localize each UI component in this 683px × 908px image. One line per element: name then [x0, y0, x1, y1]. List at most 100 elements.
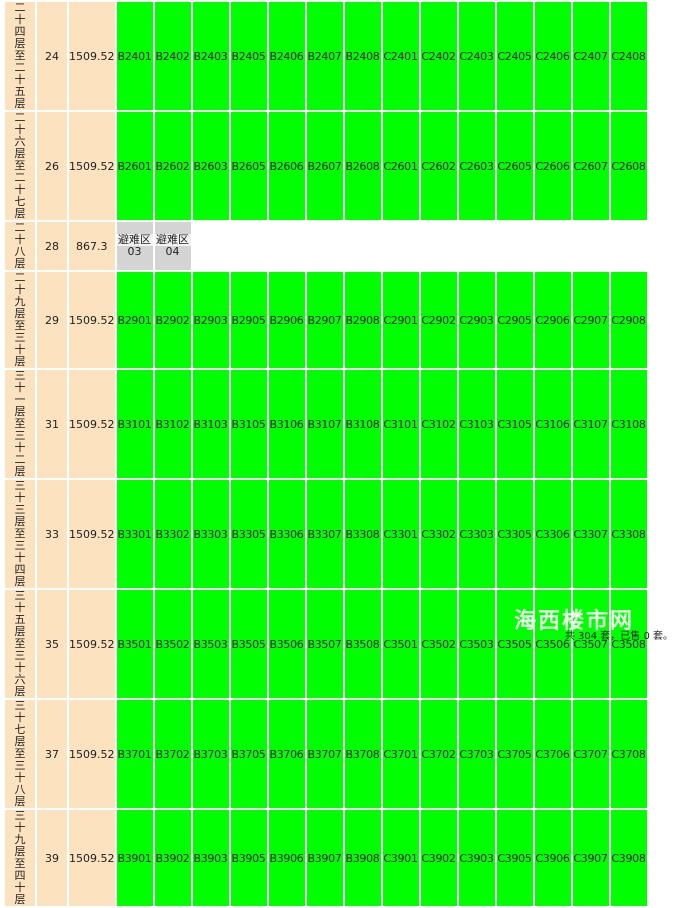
unit-cell[interactable]: B3305 [230, 480, 267, 588]
unit-cell[interactable]: C3707 [572, 700, 609, 808]
unit-cell[interactable]: C3302 [420, 480, 457, 588]
unit-cell[interactable]: B3306 [268, 480, 305, 588]
unit-cell[interactable]: C2606 [534, 112, 571, 220]
unit-cell[interactable]: C3106 [534, 370, 571, 478]
unit-cell[interactable]: C3905 [496, 810, 533, 906]
unit-cell[interactable]: C3703 [458, 700, 495, 808]
unit-cell[interactable]: B2907 [306, 272, 343, 368]
unit-cell[interactable]: B3906 [268, 810, 305, 906]
unit-cell[interactable]: C3901 [382, 810, 419, 906]
unit-cell[interactable]: B2908 [344, 272, 381, 368]
unit-cell[interactable]: B3502 [154, 590, 191, 698]
unit-cell[interactable]: C3706 [534, 700, 571, 808]
unit-cell[interactable]: B2606 [268, 112, 305, 220]
unit-cell[interactable]: B3105 [230, 370, 267, 478]
unit-cell[interactable]: C3105 [496, 370, 533, 478]
unit-cell[interactable]: B3301 [116, 480, 153, 588]
unit-cell[interactable]: B2401 [116, 2, 153, 110]
unit-cell[interactable]: C3701 [382, 700, 419, 808]
unit-cell[interactable]: C2906 [534, 272, 571, 368]
unit-cell[interactable]: B2402 [154, 2, 191, 110]
unit-cell[interactable]: B3907 [306, 810, 343, 906]
unit-cell[interactable]: B3703 [192, 700, 229, 808]
unit-cell[interactable]: B2601 [116, 112, 153, 220]
unit-cell[interactable]: C2402 [420, 2, 457, 110]
unit-cell[interactable]: B2405 [230, 2, 267, 110]
unit-cell[interactable]: C2407 [572, 2, 609, 110]
unit-cell[interactable]: B2605 [230, 112, 267, 220]
unit-cell[interactable]: C2908 [610, 272, 647, 368]
unit-cell[interactable]: B2603 [192, 112, 229, 220]
unit-cell[interactable]: C3107 [572, 370, 609, 478]
unit-cell[interactable]: B3308 [344, 480, 381, 588]
unit-cell[interactable]: B3702 [154, 700, 191, 808]
unit-cell[interactable]: C3108 [610, 370, 647, 478]
unit-cell[interactable]: B3508 [344, 590, 381, 698]
unit-cell[interactable]: C3902 [420, 810, 457, 906]
unit-cell[interactable]: B2408 [344, 2, 381, 110]
unit-cell[interactable]: B2902 [154, 272, 191, 368]
unit-cell[interactable]: B2602 [154, 112, 191, 220]
unit-cell[interactable]: C3102 [420, 370, 457, 478]
unit-cell[interactable]: B3506 [268, 590, 305, 698]
unit-cell[interactable]: C2603 [458, 112, 495, 220]
unit-cell[interactable]: B3101 [116, 370, 153, 478]
unit-cell[interactable]: B3908 [344, 810, 381, 906]
unit-cell[interactable]: B3107 [306, 370, 343, 478]
unit-cell[interactable]: C2405 [496, 2, 533, 110]
unit-cell[interactable]: B3707 [306, 700, 343, 808]
unit-cell[interactable]: B2906 [268, 272, 305, 368]
unit-cell[interactable]: C3908 [610, 810, 647, 906]
unit-cell[interactable]: C3103 [458, 370, 495, 478]
unit-cell[interactable]: C2601 [382, 112, 419, 220]
unit-cell[interactable]: C3503 [458, 590, 495, 698]
unit-cell[interactable]: B3903 [192, 810, 229, 906]
unit-cell[interactable]: B3103 [192, 370, 229, 478]
unit-cell[interactable]: C3903 [458, 810, 495, 906]
unit-cell[interactable]: C3702 [420, 700, 457, 808]
unit-cell[interactable]: B2403 [192, 2, 229, 110]
unit-cell[interactable]: C3705 [496, 700, 533, 808]
unit-cell[interactable]: C2605 [496, 112, 533, 220]
unit-cell[interactable]: B3106 [268, 370, 305, 478]
unit-cell[interactable]: B3905 [230, 810, 267, 906]
unit-cell[interactable]: B3708 [344, 700, 381, 808]
unit-cell[interactable]: C3708 [610, 700, 647, 808]
unit-cell[interactable]: C2607 [572, 112, 609, 220]
unit-cell[interactable]: B2903 [192, 272, 229, 368]
unit-cell[interactable]: C2907 [572, 272, 609, 368]
unit-cell[interactable]: C3308 [610, 480, 647, 588]
unit-cell[interactable]: C3907 [572, 810, 609, 906]
unit-cell[interactable]: B3705 [230, 700, 267, 808]
unit-cell[interactable]: C2408 [610, 2, 647, 110]
unit-cell[interactable]: C3906 [534, 810, 571, 906]
unit-cell[interactable]: C3307 [572, 480, 609, 588]
unit-cell[interactable]: B3307 [306, 480, 343, 588]
unit-cell[interactable]: C3303 [458, 480, 495, 588]
unit-cell[interactable]: B3302 [154, 480, 191, 588]
unit-cell[interactable]: C2406 [534, 2, 571, 110]
unit-cell[interactable]: C2401 [382, 2, 419, 110]
unit-cell[interactable]: B3505 [230, 590, 267, 698]
unit-cell[interactable]: B2407 [306, 2, 343, 110]
unit-cell[interactable]: B3503 [192, 590, 229, 698]
unit-cell[interactable]: C3501 [382, 590, 419, 698]
unit-cell[interactable]: C3305 [496, 480, 533, 588]
unit-cell[interactable]: B3507 [306, 590, 343, 698]
unit-cell[interactable]: C2903 [458, 272, 495, 368]
unit-cell[interactable]: B3901 [116, 810, 153, 906]
unit-cell[interactable]: C2902 [420, 272, 457, 368]
unit-cell[interactable]: B3701 [116, 700, 153, 808]
unit-cell[interactable]: B2406 [268, 2, 305, 110]
unit-cell[interactable]: C2602 [420, 112, 457, 220]
unit-cell[interactable]: B2905 [230, 272, 267, 368]
unit-cell[interactable]: C2905 [496, 272, 533, 368]
unit-cell[interactable]: C2608 [610, 112, 647, 220]
unit-cell[interactable]: B2901 [116, 272, 153, 368]
unit-cell[interactable]: B3501 [116, 590, 153, 698]
unit-cell[interactable]: C3301 [382, 480, 419, 588]
unit-cell[interactable]: C3502 [420, 590, 457, 698]
unit-cell[interactable]: B3706 [268, 700, 305, 808]
unit-cell[interactable]: B2607 [306, 112, 343, 220]
unit-cell[interactable]: B3108 [344, 370, 381, 478]
